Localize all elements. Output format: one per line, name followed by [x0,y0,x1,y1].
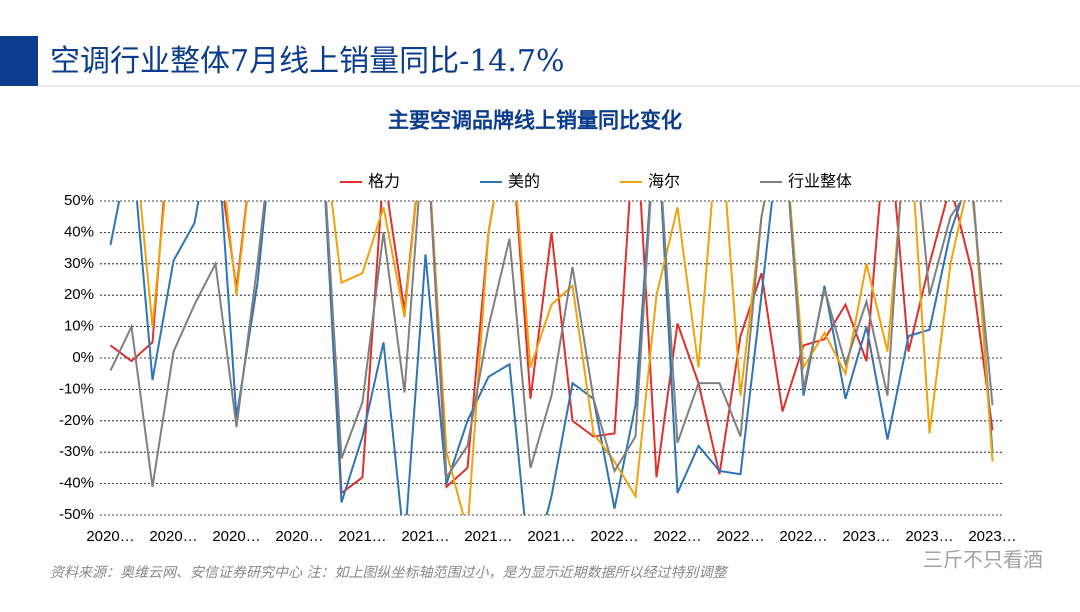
header-bar [0,36,38,86]
legend-label: 行业整体 [788,172,852,191]
y-tick-label: -10% [59,380,94,397]
watermark: 三斤不只看酒 [923,548,1043,572]
series-line [139,201,994,515]
y-tick-label: -30% [59,443,94,460]
y-tick-label: 30% [64,255,94,272]
x-tick-label: 2023… [968,528,1016,545]
y-tick-label: 50% [64,192,94,209]
series-line [109,201,994,495]
x-tick-label: 2020… [86,528,134,545]
series-line [109,201,994,487]
x-tick-label: 2022… [653,528,701,545]
x-tick-label: 2023… [905,528,953,545]
x-tick-label: 2020… [212,528,260,545]
plot: -50% -40% -30% -20% -10% 0% 10% 20% 30% 40% 50% 202… [59,172,1017,545]
y-tick-label: 10% [64,318,94,335]
legend-label: 格力 [368,172,400,191]
x-tick-label: 2020… [275,528,323,545]
x-tick-label: 2022… [716,528,764,545]
y-tick-label: -50% [59,506,94,523]
y-tick-label: -40% [59,475,94,492]
legend-label: 海尔 [648,172,680,191]
x-tick-label: 2021… [338,528,386,545]
x-tick-label: 2021… [527,528,575,545]
y-tick-label: 20% [64,286,94,303]
legend-label: 美的 [508,172,540,191]
x-tick-label: 2020… [149,528,197,545]
x-tick-label: 2021… [464,528,512,545]
x-tick-label: 2022… [590,528,638,545]
x-tick-label: 2022… [779,528,827,545]
lines [109,201,994,515]
slide-title: 空调行业整体7月线上销量同比-14.7% [50,44,565,79]
footnote: 资料来源：奥维云网、安信证券研究中心 注：如上图纵坐标轴范围过小，是为显示近期数… [50,565,728,581]
y-tick-label: 40% [64,223,94,240]
x-tick-label: 2023… [842,528,890,545]
y-tick-label: -20% [59,412,94,429]
series-line [109,201,994,515]
y-tick-label: 0% [72,349,94,366]
x-tick-label: 2021… [401,528,449,545]
chart-title: 主要空调品牌线上销量同比变化 [388,108,682,133]
